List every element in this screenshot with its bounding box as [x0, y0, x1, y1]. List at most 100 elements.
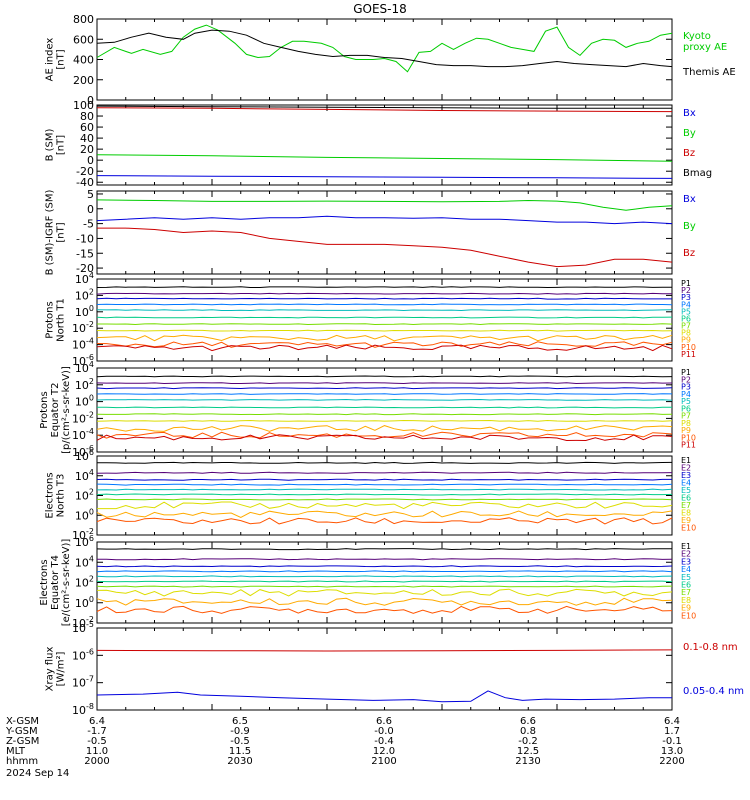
y-tick-label: 80 [80, 110, 94, 123]
channel-line [96, 510, 673, 518]
legend-label: E8 [681, 596, 691, 605]
x-row-value: 12.0 [373, 746, 395, 757]
x-row-value: -1.7 [87, 726, 107, 737]
y-tick-label: 10-6 [72, 353, 94, 368]
y-tick-label: -15 [76, 247, 94, 260]
legend-label: Bx [683, 108, 696, 119]
channel-line [96, 570, 673, 573]
y-axis-label: [p/(cm²-s-sr-keV)] [61, 366, 72, 454]
channel-line [96, 434, 673, 442]
x-row-value: 12.5 [517, 746, 539, 757]
legend-label: E10 [681, 611, 696, 620]
y-axis-label: [nT] [56, 222, 67, 242]
x-row-value: 2030 [227, 756, 252, 767]
channel-line [97, 461, 673, 464]
series-line [96, 29, 673, 68]
panel-frame [96, 367, 673, 453]
y-tick-label: 10-2 [72, 615, 94, 630]
legend-label: E3 [681, 471, 691, 480]
legend-label: E7 [681, 588, 691, 597]
y-tick-label: -20 [76, 165, 94, 178]
channel-line [96, 303, 673, 306]
channel-line [96, 575, 673, 578]
legend-label: P8 [681, 419, 691, 428]
channel-line [96, 471, 673, 474]
x-row-value: -0.2 [518, 736, 538, 747]
legend-label: By [683, 128, 696, 139]
x-row-value: -0.4 [374, 736, 394, 747]
legend-label: P8 [681, 329, 691, 338]
channel-line [96, 493, 673, 496]
y-axis-label: Electrons [39, 559, 50, 605]
y-tick-label: 0 [87, 203, 94, 216]
y-axis-label: North T1 [56, 298, 67, 342]
legend-label: P6 [681, 404, 691, 413]
y-axis-label: B (SM)-IGRF (SM) [45, 190, 56, 276]
legend-label: P7 [681, 322, 691, 331]
channel-line [96, 488, 673, 491]
series-line [96, 105, 672, 109]
y-tick-label: 102 [75, 575, 94, 590]
panel-frame [96, 278, 673, 362]
x-row-value: 6.6 [520, 716, 536, 727]
plot-title: GOES-18 [353, 2, 407, 16]
channel-line [96, 316, 673, 319]
channel-line [96, 398, 673, 401]
y-tick-label: 10-8 [72, 702, 94, 717]
legend-label: E5 [681, 486, 691, 495]
x-row-value: 6.4 [664, 716, 680, 727]
legend-label: proxy AE [683, 42, 727, 53]
x-row-label: Y-GSM [5, 726, 38, 737]
y-axis-label: B (SM) [45, 128, 56, 161]
x-row-value: 0.8 [520, 726, 536, 737]
y-axis-label: [W/m²] [56, 651, 67, 686]
x-axis-table: X-GSM 6.4 6.5 6.6 6.6 6.4 Y-GSM -1.7 -0.9 -0.0 0.8… [5, 716, 685, 779]
channel-line [96, 558, 673, 561]
legend-label: P3 [681, 383, 691, 392]
legend-label: E8 [681, 509, 691, 518]
channel-line [96, 413, 673, 416]
y-tick-label: 10-2 [72, 410, 94, 425]
channel-line [96, 565, 673, 568]
y-axis-label: Xray flux [45, 647, 56, 692]
y-tick-label: 0 [87, 154, 94, 167]
y-tick-label: 10-6 [72, 444, 94, 459]
channel-line [96, 597, 673, 606]
x-row-value: 2100 [371, 756, 396, 767]
y-axis-label: [e/(cm²-s-sr-keV)] [61, 539, 72, 627]
channel-line [97, 501, 673, 510]
panel-frame [96, 18, 673, 101]
panel-ee: 10-2 100 102 104 106 Electrons Equator T4 [e/(c… [39, 534, 696, 630]
channel-line [96, 375, 673, 378]
y-axis-label: AE index [45, 38, 56, 82]
series-line [96, 175, 673, 179]
channel-line [96, 483, 673, 486]
legend-label: P3 [681, 293, 691, 302]
y-tick-label: 10-7 [72, 675, 94, 690]
panel-xray: 10-8 10-7 10-6 10-5 Xray flux [W/m²] 0.1-0.8 n… [45, 620, 745, 717]
channel-line [96, 329, 673, 332]
legend-label: Bx [683, 194, 696, 205]
y-axis-label: Protons [45, 301, 56, 338]
legend-label: P4 [681, 390, 691, 399]
channel-line [96, 297, 672, 300]
y-tick-label: 20 [80, 143, 94, 156]
x-row-value: 2200 [659, 756, 684, 767]
series-line [96, 649, 673, 652]
y-tick-label: 0 [87, 94, 94, 107]
y-tick-label: -5 [83, 218, 94, 231]
y-tick-label: 104 [75, 271, 94, 286]
channel-line [97, 323, 673, 326]
channel-line [96, 286, 672, 289]
x-row-label: Z-GSM [6, 736, 39, 747]
legend-label: Bmag [683, 168, 712, 179]
legend-label: E9 [681, 516, 691, 525]
legend-label: P10 [681, 433, 696, 442]
legend-label: Bz [683, 148, 695, 159]
y-tick-label: 100 [75, 507, 94, 522]
x-row-value: 1.7 [664, 726, 680, 737]
channel-line [96, 548, 673, 551]
